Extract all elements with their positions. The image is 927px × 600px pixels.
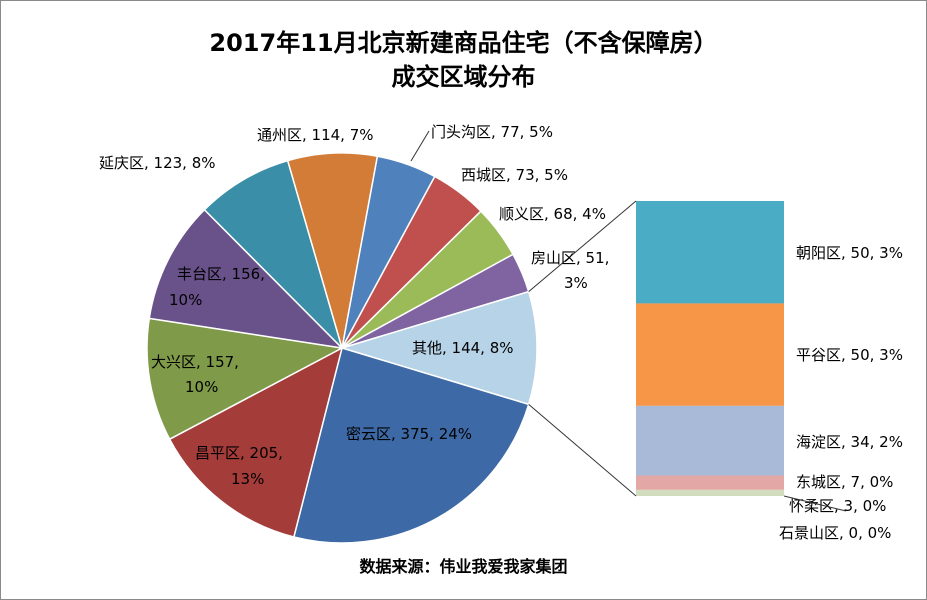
- data-label-门头沟区: 门头沟区, 77, 5%: [431, 123, 553, 141]
- data-label-大兴区-line1: 大兴区, 157,: [151, 353, 239, 371]
- data-label-丰台区-line1: 丰台区, 156,: [177, 265, 265, 283]
- data-label-朝阳区: 朝阳区, 50, 3%: [796, 244, 903, 262]
- pie-slice-丰台区: [148, 208, 345, 350]
- chart-title-line1: 2017年11月北京新建商品住宅（不含保障房）: [209, 29, 718, 57]
- data-label-怀柔区: 怀柔区, 3, 0%: [789, 497, 886, 515]
- data-label-延庆区: 延庆区, 123, 8%: [99, 154, 216, 172]
- pie-slice-通州区: [286, 152, 379, 349]
- data-label-丰台区-line2: 10%: [169, 291, 202, 309]
- pie-slice-密云区: [292, 347, 530, 544]
- data-label-通州区: 通州区, 114, 7%: [257, 126, 374, 144]
- pie-slice-昌平区: [168, 346, 344, 538]
- data-label-房山区-line1: 房山区, 51,: [531, 249, 609, 267]
- bar-segment-怀柔区: [636, 489, 784, 496]
- pie-slice-延庆区: [203, 159, 343, 349]
- bar-segment-平谷区: [636, 303, 784, 406]
- bar-segment-海淀区: [636, 405, 784, 476]
- data-label-昌平区-line2: 13%: [231, 470, 264, 488]
- pie-slice-其他: [339, 290, 538, 406]
- data-label-大兴区-line2: 10%: [185, 378, 218, 396]
- data-label-海淀区: 海淀区, 34, 2%: [796, 433, 903, 451]
- chart-title-line2: 成交区域分布: [391, 63, 536, 91]
- pie-slice-大兴区: [146, 317, 345, 441]
- connector-line-top: [528, 200, 637, 293]
- data-label-密云区: 密云区, 375, 24%: [346, 425, 472, 443]
- leader-line-门头沟区: [410, 130, 430, 162]
- bar-segment-东城区: [636, 475, 784, 490]
- bar-segment-朝阳区: [636, 201, 784, 304]
- connector-line-bottom: [528, 403, 637, 497]
- leader-line-怀柔区: [783, 495, 847, 512]
- data-label-东城区: 东城区, 7, 0%: [796, 473, 893, 491]
- data-label-房山区-line2: 3%: [564, 274, 588, 292]
- data-label-西城区: 西城区, 73, 5%: [461, 166, 568, 184]
- data-label-顺义区: 顺义区, 68, 4%: [499, 205, 606, 223]
- data-source: 数据来源：伟业我爱我家集团: [359, 557, 568, 576]
- data-label-其他: 其他, 144, 8%: [412, 339, 514, 357]
- data-label-昌平区-line1: 昌平区, 205,: [195, 444, 283, 462]
- data-label-平谷区: 平谷区, 50, 3%: [796, 346, 903, 364]
- data-label-石景山区: 石景山区, 0, 0%: [779, 524, 891, 542]
